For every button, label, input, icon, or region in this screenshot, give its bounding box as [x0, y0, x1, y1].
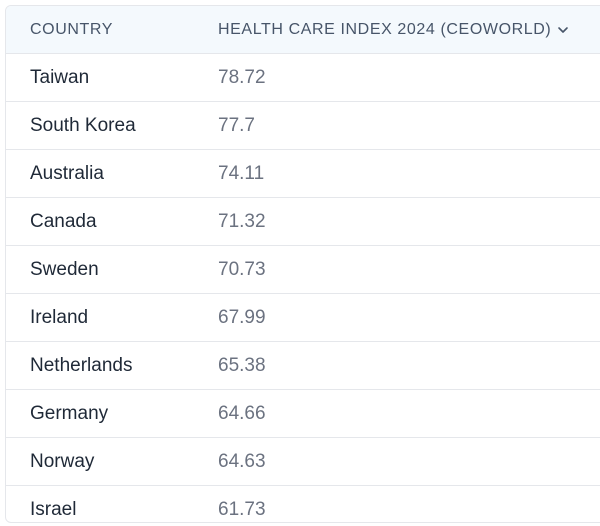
index-cell: 65.38: [218, 354, 266, 376]
country-cell: South Korea: [30, 114, 136, 136]
index-cell: 71.32: [218, 210, 266, 232]
index-cell: 70.73: [218, 258, 266, 280]
country-cell: Norway: [30, 450, 95, 472]
country-cell: Israel: [30, 498, 77, 520]
column-header-country[interactable]: COUNTRY: [30, 20, 114, 38]
index-cell: 78.72: [218, 66, 266, 88]
country-cell: Taiwan: [30, 66, 90, 88]
index-cell: 64.63: [218, 450, 266, 472]
table-header: COUNTRY HEALTH CARE INDEX 2024 (CEOWORLD…: [6, 6, 600, 54]
table-row: Norway 64.63: [6, 438, 600, 486]
table-row: Australia 74.11: [6, 150, 600, 198]
data-table: COUNTRY HEALTH CARE INDEX 2024 (CEOWORLD…: [5, 5, 600, 523]
column-header-label: HEALTH CARE INDEX 2024 (CEOWORLD): [218, 20, 552, 38]
index-cell: 77.7: [218, 114, 255, 136]
table-row: Taiwan 78.72: [6, 54, 600, 102]
country-cell: Australia: [30, 162, 104, 184]
country-cell: Netherlands: [30, 354, 133, 376]
index-cell: 74.11: [218, 162, 265, 184]
table-row: South Korea 77.7: [6, 102, 600, 150]
column-header-health-care-index[interactable]: HEALTH CARE INDEX 2024 (CEOWORLD): [218, 21, 600, 39]
table-row: Canada 71.32: [6, 198, 600, 246]
table-row: Israel 61.73: [6, 486, 600, 522]
table-row: Sweden 70.73: [6, 246, 600, 294]
index-cell: 67.99: [218, 306, 266, 328]
table-row: Netherlands 65.38: [6, 342, 600, 390]
country-cell: Ireland: [30, 306, 89, 328]
chevron-down-icon: [558, 26, 569, 33]
table-row: Germany 64.66: [6, 390, 600, 438]
sort-button[interactable]: HEALTH CARE INDEX 2024 (CEOWORLD): [218, 21, 569, 39]
index-cell: 61.73: [218, 498, 266, 520]
country-cell: Sweden: [30, 258, 99, 280]
table-row: Ireland 67.99: [6, 294, 600, 342]
index-cell: 64.66: [218, 402, 266, 424]
country-cell: Germany: [30, 402, 109, 424]
country-cell: Canada: [30, 210, 97, 232]
